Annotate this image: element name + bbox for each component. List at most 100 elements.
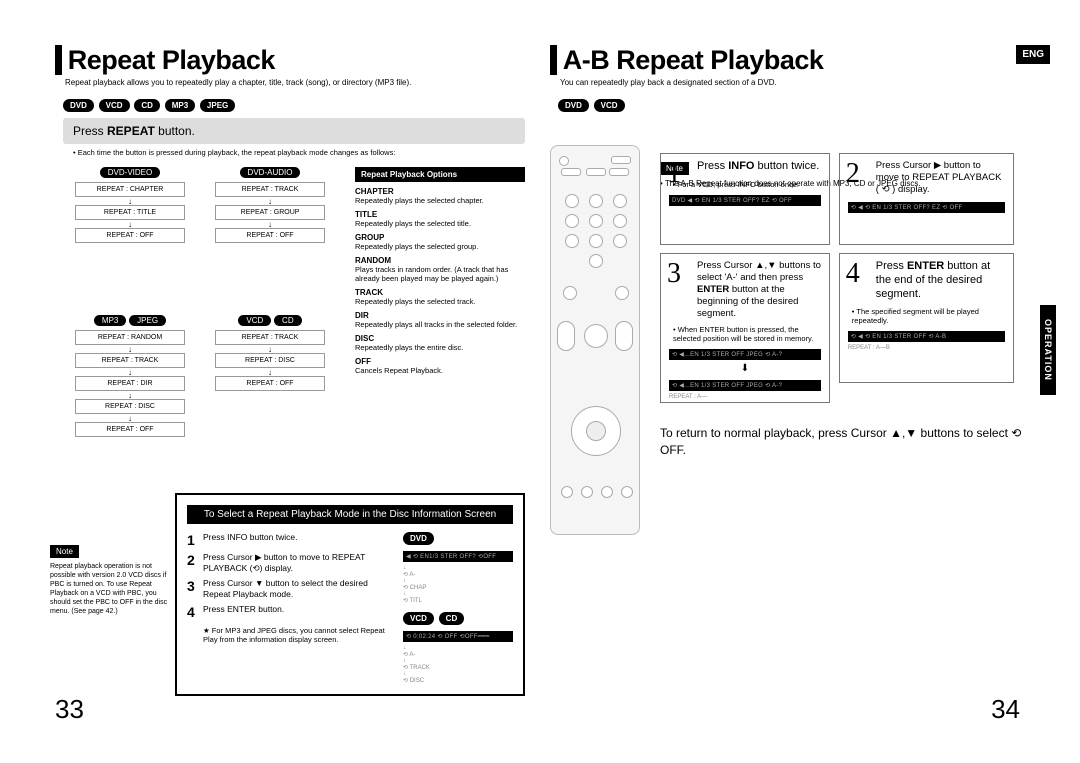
- cycle-item: REPEAT : TRACK: [215, 330, 325, 345]
- osd-strip: ⟲ 0:02:24 ⟲ OFF ⟲OFF━━━: [403, 631, 513, 642]
- press-post: button.: [155, 124, 195, 138]
- cycle-mp3-label: MP3: [94, 315, 126, 326]
- press-repeat-bar: Press REPEAT button.: [63, 118, 525, 144]
- page-number: 34: [991, 694, 1020, 725]
- note-label: Note: [50, 545, 79, 558]
- press-repeat-note: Each time the button is pressed during p…: [73, 148, 525, 157]
- opt-desc: Plays tracks in random order. (A track t…: [355, 265, 525, 283]
- framed-step: Press ENTER button.: [203, 604, 393, 620]
- opt-name: RANDOM: [355, 256, 525, 265]
- disc-badges: DVD VCD: [558, 99, 1050, 112]
- opt-desc: Repeatedly plays the selected track.: [355, 297, 525, 306]
- step-3-card: 3 Press Cursor ▲,▼ buttons to select 'A-…: [660, 253, 830, 403]
- remote-illustration: [550, 145, 640, 535]
- badge-dvd: DVD: [63, 99, 94, 112]
- step-sub: When ENTER button is pressed, the select…: [673, 325, 821, 343]
- framed-osd-col: DVD ◀ ⟲ EN1/3 STER OFF? ⟲OFF ↓⟲ A-↓⟲ CHA…: [403, 532, 513, 684]
- framed-step: Press Cursor ▼ button to select the desi…: [203, 578, 393, 600]
- mini-badge-vcd: VCD: [403, 612, 434, 625]
- page-subtitle: Repeat playback allows you to repeatedly…: [65, 78, 525, 87]
- press-bold: REPEAT: [107, 124, 155, 138]
- badge-dvd: DVD: [558, 99, 589, 112]
- framed-box: To Select a Repeat Playback Mode in the …: [175, 493, 525, 696]
- step-2-card: 2 Press Cursor ▶ button to move to REPEA…: [839, 153, 1014, 245]
- note-text: Repeat playback operation is not possibl…: [50, 562, 170, 617]
- step-number: 4: [846, 258, 860, 290]
- cycle-vcd-label: VCD: [238, 315, 271, 326]
- page-title: Repeat Playback: [68, 45, 275, 76]
- options-header: Repeat Playback Options: [355, 167, 525, 182]
- cycle-dvdvideo-label: DVD-VIDEO: [100, 167, 160, 178]
- osd-strip: ⟲ ◀...EN 1/3 STER OFF JPEG ⟲ A-?: [669, 349, 821, 360]
- step-number: 1: [667, 158, 681, 190]
- opt-name: DIR: [355, 311, 525, 320]
- step-4-card: 4 Press ENTER button at the end of the d…: [839, 253, 1014, 383]
- step-1-card: 1 Press INFO button twice. For a VCD, pr…: [660, 153, 830, 245]
- osd-strip: ◀ ⟲ EN1/3 STER OFF? ⟲OFF: [403, 551, 513, 562]
- osd-strip: ⟲ ◀ ⟲ EN 1/3 STER OFF? EZ ⟲ OFF: [848, 202, 1005, 213]
- cycle-item: REPEAT : DISC: [75, 399, 185, 414]
- opt-desc: Repeatedly plays the selected chapter.: [355, 196, 525, 205]
- opt-name: CHAPTER: [355, 187, 525, 196]
- title-accent: [550, 45, 557, 75]
- cycle-jpeg-label: JPEG: [129, 315, 166, 326]
- cycle-item: REPEAT : OFF: [75, 422, 185, 437]
- step-sub: The specified segment will be played rep…: [852, 307, 1005, 325]
- opt-desc: Repeatedly plays all tracks in the selec…: [355, 320, 525, 329]
- cycle-vcd-cd: VCD CD REPEAT : TRACK↓ REPEAT : DISC↓ RE…: [215, 315, 325, 439]
- cycle-item: REPEAT : OFF: [75, 228, 185, 243]
- framed-step: Press INFO button twice.: [203, 532, 393, 548]
- ab-steps: 1 Press INFO button twice. For a VCD, pr…: [660, 153, 1030, 459]
- options-column: Repeat Playback Options CHAPTERRepeatedl…: [355, 167, 525, 375]
- badge-cd: CD: [134, 99, 160, 112]
- opt-name: TITLE: [355, 210, 525, 219]
- operation-tab: OPERATION: [1040, 305, 1056, 395]
- opt-name: DISC: [355, 334, 525, 343]
- osd-strip: ⟲ ◀...EN 1/3 STER OFF JPEG ⟲ A-?: [669, 380, 821, 391]
- page-number: 33: [55, 694, 84, 725]
- page-33: Repeat Playback Repeat playback allows y…: [55, 45, 525, 725]
- cycle-item: REPEAT : RANDOM: [75, 330, 185, 345]
- cycle-item: REPEAT : TITLE: [75, 205, 185, 220]
- badge-vcd: VCD: [99, 99, 130, 112]
- opt-name: GROUP: [355, 233, 525, 242]
- framed-step: Press Cursor ▶ button to move to REPEAT …: [203, 552, 393, 574]
- cycle-item: REPEAT : CHAPTER: [75, 182, 185, 197]
- mini-badge-dvd: DVD: [403, 532, 434, 545]
- step-number: 2: [846, 158, 860, 190]
- cycle-item: REPEAT : TRACK: [215, 182, 325, 197]
- mini-badge-cd: CD: [439, 612, 465, 625]
- opt-name: OFF: [355, 357, 525, 366]
- osd-strip: ⟲ ◀ ⟲ EN 1/3 STER OFF ⟲ A-B: [848, 331, 1005, 342]
- osd-label: REPEAT : A—B: [848, 345, 1005, 351]
- badge-mp3: MP3: [165, 99, 195, 112]
- opt-desc: Repeatedly plays the entire disc.: [355, 343, 525, 352]
- press-pre: Press: [73, 124, 107, 138]
- opt-name: TRACK: [355, 288, 525, 297]
- framed-title: To Select a Repeat Playback Mode in the …: [187, 505, 513, 524]
- note-block: Note Repeat playback operation is not po…: [50, 535, 180, 617]
- cycle-item: REPEAT : OFF: [215, 376, 325, 391]
- title-accent: [55, 45, 62, 75]
- cycle-item: REPEAT : TRACK: [75, 353, 185, 368]
- step-number: 3: [667, 258, 681, 290]
- cycle-dvdaudio-label: DVD-AUDIO: [240, 167, 301, 178]
- badge-jpeg: JPEG: [200, 99, 235, 112]
- return-text: To return to normal playback, press Curs…: [660, 425, 1030, 459]
- cycle-item: REPEAT : OFF: [215, 228, 325, 243]
- step-sub: For a VCD, press INFO button once.: [673, 180, 821, 189]
- framed-star-note: ★ For MP3 and JPEG discs, you cannot sel…: [203, 626, 393, 644]
- page-subtitle: You can repeatedly play back a designate…: [560, 78, 1050, 87]
- disc-badges: DVD VCD CD MP3 JPEG: [63, 99, 525, 112]
- cycle-item: REPEAT : DIR: [75, 376, 185, 391]
- eng-badge: ENG: [1016, 45, 1050, 64]
- osd-label: REPEAT : A—: [669, 394, 821, 400]
- opt-desc: Cancels Repeat Playback.: [355, 366, 525, 375]
- cycle-item: REPEAT : DISC: [215, 353, 325, 368]
- page-title: A-B Repeat Playback: [563, 45, 824, 76]
- cycle-cd-label: CD: [274, 315, 302, 326]
- opt-desc: Repeatedly plays the selected group.: [355, 242, 525, 251]
- opt-desc: Repeatedly plays the selected title.: [355, 219, 525, 228]
- cycle-mp3-jpeg: MP3 JPEG REPEAT : RANDOM↓ REPEAT : TRACK…: [75, 315, 185, 439]
- page-34: A-B Repeat Playback ENG You can repeated…: [550, 45, 1050, 725]
